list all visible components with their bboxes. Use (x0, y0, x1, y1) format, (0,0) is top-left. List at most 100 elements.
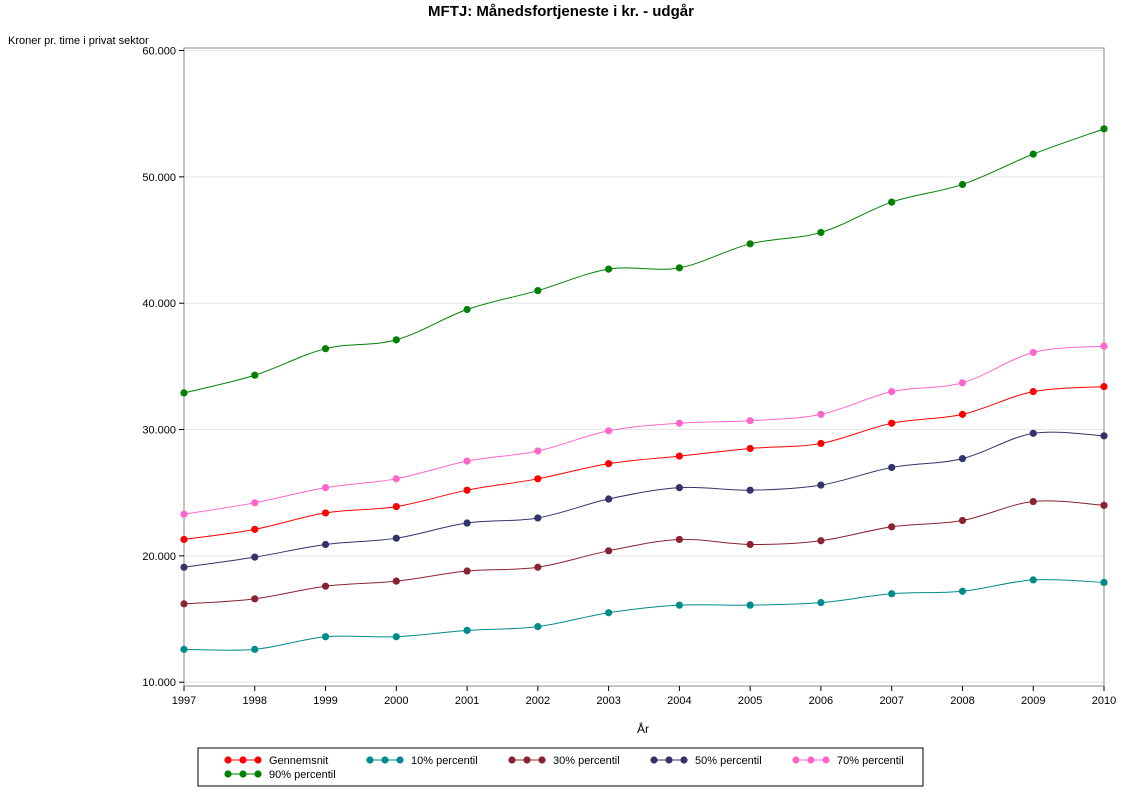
data-point (817, 599, 825, 607)
gridlines (184, 50, 1104, 683)
legend-swatch-marker (792, 756, 800, 764)
data-point (392, 503, 400, 511)
data-point (463, 519, 471, 527)
data-point (534, 514, 542, 522)
legend-label: 50% percentil (695, 755, 762, 767)
data-point (1029, 150, 1037, 158)
series-line (183, 579, 1105, 651)
data-point (1100, 125, 1108, 133)
data-point (888, 419, 896, 427)
data-point (392, 534, 400, 542)
legend-swatch-marker (366, 756, 374, 764)
data-point (958, 516, 967, 525)
x-tick-label: 2002 (526, 695, 550, 707)
data-point (321, 484, 330, 492)
legend-label: 90% percentil (269, 769, 336, 781)
y-tick-label: 30.000 (142, 425, 176, 437)
data-point (605, 609, 613, 617)
data-point (888, 388, 896, 396)
data-point (534, 286, 542, 295)
series-5 (180, 125, 1108, 397)
legend-swatch-marker (523, 756, 531, 764)
series-line (183, 500, 1105, 605)
data-point (746, 540, 754, 549)
data-point (534, 563, 542, 571)
data-point (675, 535, 683, 544)
legend-label: 10% percentil (411, 755, 478, 767)
series-4 (180, 342, 1108, 518)
legend-entry: 10% percentil (366, 755, 478, 767)
data-point (1029, 348, 1037, 357)
series-0 (180, 382, 1108, 544)
data-point (605, 265, 613, 273)
data-point (675, 484, 683, 492)
data-point (534, 447, 542, 455)
series-3 (180, 429, 1108, 571)
data-point (392, 577, 400, 585)
data-point (463, 567, 471, 575)
data-point (746, 417, 754, 425)
data-point (675, 452, 683, 460)
legend-swatch-marker (650, 756, 658, 764)
data-point (1029, 429, 1037, 437)
data-point (1100, 382, 1108, 391)
data-point (392, 336, 400, 344)
legend-entry: 30% percentil (508, 755, 620, 767)
data-point (463, 486, 471, 494)
series-1 (180, 576, 1108, 653)
data-point (817, 537, 825, 545)
data-point (1029, 497, 1037, 506)
data-point (180, 389, 188, 397)
series-line (183, 386, 1105, 540)
data-point (605, 495, 613, 503)
legend-swatch-marker (239, 756, 247, 764)
legend-swatch-marker (822, 756, 830, 764)
data-point (958, 379, 967, 387)
data-point (675, 264, 683, 272)
data-point (958, 410, 967, 418)
legend-swatch-marker (239, 770, 247, 778)
legend-entry: 90% percentil (224, 769, 336, 781)
data-point (251, 525, 259, 533)
legend-label: 30% percentil (553, 755, 620, 767)
data-point (1029, 576, 1037, 584)
data-point (817, 439, 825, 448)
data-point (746, 240, 754, 248)
data-point (251, 499, 259, 507)
data-point (463, 457, 471, 465)
data-point (180, 645, 188, 653)
legend-swatch-marker (665, 756, 673, 764)
data-point (888, 463, 896, 472)
data-point (251, 595, 259, 603)
legend-entry: 70% percentil (792, 755, 904, 767)
data-point (746, 444, 754, 453)
data-point (1100, 432, 1108, 440)
legend-entries: Gennemsnit 10% percentil 30% percentil 50% … (224, 755, 904, 781)
legend-label: 70% percentil (837, 755, 904, 767)
y-tick-label: 40.000 (142, 298, 176, 310)
data-point (1100, 578, 1108, 587)
data-point (888, 590, 896, 598)
data-point (888, 523, 896, 531)
data-point (817, 410, 825, 418)
data-point (321, 582, 330, 590)
legend-label: Gennemsnit (269, 755, 328, 767)
x-tick-label: 2005 (738, 695, 762, 707)
data-point (958, 180, 967, 189)
data-point (605, 460, 613, 468)
chart-title: MFTJ: Månedsfortjeneste i kr. - udgår (428, 3, 694, 20)
series-2 (180, 497, 1108, 608)
legend-swatch-marker (396, 756, 404, 764)
data-point (675, 601, 683, 609)
data-point (463, 305, 471, 314)
series-line (183, 345, 1105, 515)
data-point (392, 475, 400, 483)
y-tick-label: 20.000 (142, 551, 176, 563)
x-tick-label: 2007 (879, 695, 903, 707)
data-point (605, 427, 613, 435)
x-tick-label: 1998 (243, 695, 267, 707)
data-point (321, 633, 330, 641)
data-point (1029, 388, 1037, 396)
legend-swatch-marker (254, 756, 262, 764)
